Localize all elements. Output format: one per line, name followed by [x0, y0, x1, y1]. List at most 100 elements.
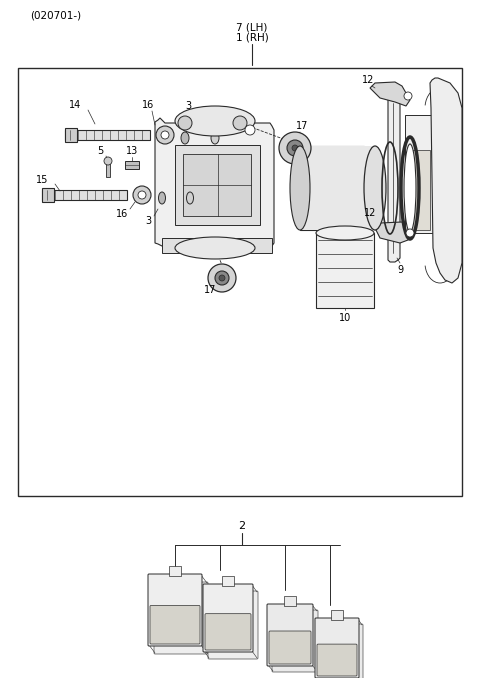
Ellipse shape [175, 106, 255, 136]
Bar [222, 576, 234, 586]
FancyBboxPatch shape [317, 644, 357, 676]
FancyBboxPatch shape [208, 591, 258, 659]
Circle shape [404, 92, 412, 100]
Bar [162, 238, 272, 253]
Text: 12: 12 [364, 208, 376, 218]
FancyBboxPatch shape [150, 605, 200, 644]
Ellipse shape [364, 146, 386, 230]
Circle shape [227, 620, 229, 623]
Bar [65, 130, 150, 140]
FancyBboxPatch shape [315, 618, 359, 678]
Circle shape [133, 186, 151, 204]
Circle shape [298, 647, 300, 650]
Ellipse shape [181, 132, 189, 144]
Circle shape [216, 620, 219, 623]
Circle shape [227, 633, 229, 635]
Bar [162, 192, 190, 204]
Text: 13: 13 [126, 146, 138, 156]
Polygon shape [388, 90, 400, 262]
Ellipse shape [316, 226, 374, 240]
Bar [185, 132, 215, 144]
Text: 12: 12 [362, 75, 374, 85]
Circle shape [336, 650, 338, 652]
FancyBboxPatch shape [319, 624, 363, 678]
Circle shape [216, 633, 219, 635]
Polygon shape [370, 82, 410, 106]
Polygon shape [375, 222, 412, 243]
Circle shape [344, 650, 347, 652]
Text: 3: 3 [145, 216, 151, 226]
Circle shape [173, 626, 177, 629]
Circle shape [163, 626, 166, 629]
Circle shape [292, 145, 298, 151]
FancyBboxPatch shape [269, 631, 311, 664]
Circle shape [279, 647, 283, 650]
Circle shape [245, 125, 255, 135]
Ellipse shape [187, 192, 193, 204]
Bar [300, 146, 375, 230]
Circle shape [298, 637, 300, 640]
Circle shape [287, 140, 303, 156]
Ellipse shape [175, 237, 255, 259]
Bar [316, 233, 374, 308]
Circle shape [156, 126, 174, 144]
Polygon shape [430, 78, 462, 283]
FancyBboxPatch shape [203, 584, 253, 652]
Circle shape [279, 132, 311, 164]
Circle shape [288, 637, 291, 640]
Bar [183, 154, 251, 216]
Text: 3: 3 [185, 101, 191, 111]
Bar [284, 596, 296, 606]
Circle shape [138, 191, 146, 199]
Polygon shape [155, 118, 274, 248]
Circle shape [173, 613, 177, 616]
Bar [18, 68, 462, 496]
Text: 1 (RH): 1 (RH) [236, 33, 268, 43]
FancyBboxPatch shape [148, 574, 202, 646]
Circle shape [163, 613, 166, 616]
Text: 16: 16 [142, 100, 154, 110]
Bar [405, 115, 433, 233]
Text: 17: 17 [204, 285, 216, 295]
Ellipse shape [290, 146, 310, 230]
Circle shape [184, 613, 188, 616]
Circle shape [219, 275, 225, 281]
Bar [331, 610, 343, 620]
Bar [106, 163, 110, 177]
Circle shape [288, 647, 291, 650]
Circle shape [184, 626, 188, 629]
Text: 15: 15 [36, 175, 48, 185]
Circle shape [215, 271, 229, 285]
Circle shape [279, 637, 283, 640]
Circle shape [208, 264, 236, 292]
Ellipse shape [404, 144, 416, 232]
FancyBboxPatch shape [205, 614, 251, 650]
Bar [169, 566, 181, 576]
FancyBboxPatch shape [267, 604, 313, 666]
Bar [42, 190, 127, 200]
Text: (020701-): (020701-) [30, 11, 81, 21]
Bar [175, 145, 260, 225]
Circle shape [406, 229, 414, 237]
Text: 17: 17 [296, 121, 308, 131]
Ellipse shape [158, 192, 166, 204]
Text: 5: 5 [97, 146, 103, 156]
FancyBboxPatch shape [272, 610, 318, 672]
Circle shape [336, 660, 338, 662]
Circle shape [161, 131, 169, 139]
Text: 7 (LH): 7 (LH) [236, 23, 268, 33]
Polygon shape [42, 188, 54, 202]
Circle shape [233, 116, 247, 130]
Bar [125, 161, 139, 169]
Text: 16: 16 [116, 209, 128, 219]
Circle shape [344, 660, 347, 662]
Text: 2: 2 [239, 521, 246, 531]
Circle shape [104, 157, 112, 165]
Bar [408, 150, 430, 230]
Text: 14: 14 [69, 100, 81, 110]
Ellipse shape [211, 132, 219, 144]
Circle shape [327, 660, 330, 662]
Text: 9: 9 [397, 265, 403, 275]
Circle shape [327, 650, 330, 652]
FancyBboxPatch shape [154, 582, 208, 654]
